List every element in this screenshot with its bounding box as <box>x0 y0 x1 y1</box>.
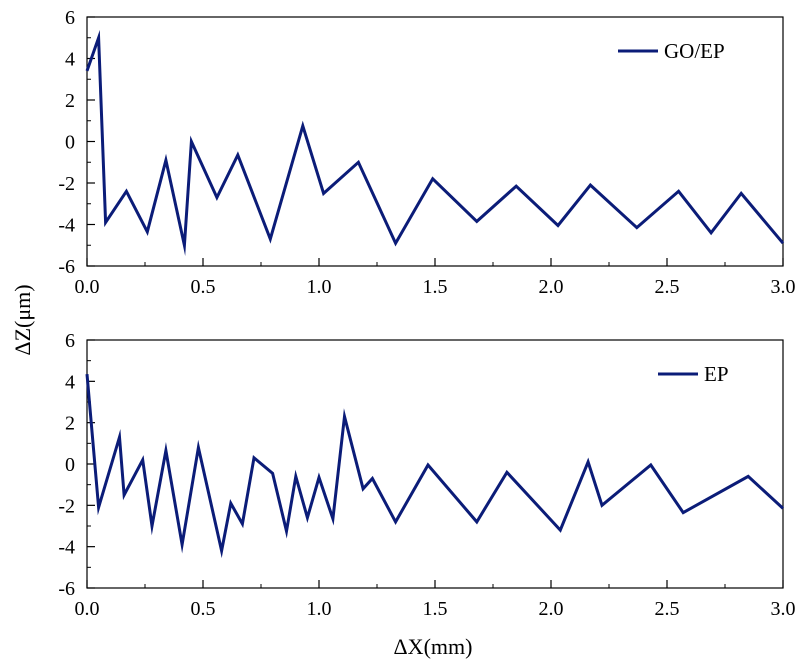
panel-go-ep: 0.0 0.5 1.0 1.5 2.0 2.5 3.0 -6 -4 -2 0 2 4 6 GO/EP <box>58 7 795 298</box>
x-tick-label: 0.0 <box>75 276 100 298</box>
y-tick-label: 0 <box>65 454 75 476</box>
plot-frame <box>86 339 784 589</box>
y-tick-label: -6 <box>58 578 75 600</box>
y-tick-label: 2 <box>65 90 75 112</box>
legend-label: GO/EP <box>664 39 725 63</box>
series-line-go-ep <box>85 29 785 256</box>
x-tick-label: 3.0 <box>771 598 796 620</box>
x-tick-label: 2.0 <box>539 598 564 620</box>
y-tick-label: 4 <box>65 49 75 71</box>
y-tick-label: -4 <box>58 215 75 237</box>
x-tick-label: 0.0 <box>75 598 100 620</box>
x-axis-title: ΔX(mm) <box>394 634 473 659</box>
x-tick-label: 1.5 <box>423 598 448 620</box>
x-tick-label: 2.5 <box>655 598 680 620</box>
x-tick-label: 0.5 <box>191 276 216 298</box>
x-tick-label: 1.0 <box>307 276 332 298</box>
y-tick-label: 4 <box>65 371 75 393</box>
x-tick-label: 2.0 <box>539 276 564 298</box>
series-line-ep <box>85 373 785 559</box>
y-tick-label: -2 <box>58 495 75 517</box>
y-tick-label: 6 <box>65 7 75 29</box>
y-tick-label: -6 <box>58 256 75 278</box>
x-tick-label: 0.5 <box>191 598 216 620</box>
y-tick-label: 0 <box>65 132 75 154</box>
y-axis-title: ΔZ(μm) <box>10 284 35 355</box>
y-tick-label: 6 <box>65 330 75 352</box>
x-tick-label: 1.0 <box>307 598 332 620</box>
panel-ep: 0.0 0.5 1.0 1.5 2.0 2.5 3.0 -6 -4 -2 0 2 4 6 EP <box>58 330 795 620</box>
x-tick-label: 1.5 <box>423 276 448 298</box>
y-tick-label: -4 <box>58 537 75 559</box>
x-tick-label: 2.5 <box>655 276 680 298</box>
x-tick-label: 3.0 <box>771 276 796 298</box>
legend-label: EP <box>704 362 729 386</box>
y-tick-label: -2 <box>58 173 75 195</box>
y-tick-label: 2 <box>65 413 75 435</box>
